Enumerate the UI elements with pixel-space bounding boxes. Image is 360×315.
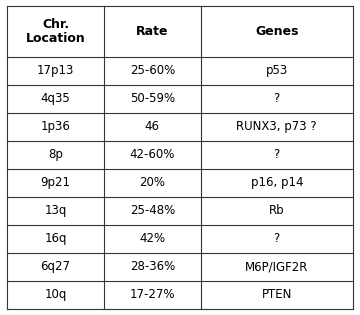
Text: 25-60%: 25-60% xyxy=(130,64,175,77)
Text: 6q27: 6q27 xyxy=(41,260,71,273)
Text: 4q35: 4q35 xyxy=(41,92,71,105)
Text: 10q: 10q xyxy=(44,288,67,301)
Text: Chr.
Location: Chr. Location xyxy=(26,18,85,45)
Text: 13q: 13q xyxy=(44,204,67,217)
Text: ?: ? xyxy=(274,232,280,245)
Text: ?: ? xyxy=(274,92,280,105)
Text: p16, p14: p16, p14 xyxy=(251,176,303,189)
Text: p53: p53 xyxy=(266,64,288,77)
Text: 46: 46 xyxy=(145,120,160,133)
Text: Rb: Rb xyxy=(269,204,285,217)
Text: 17-27%: 17-27% xyxy=(130,288,175,301)
Text: M6P/IGF2R: M6P/IGF2R xyxy=(245,260,309,273)
Text: Genes: Genes xyxy=(255,25,298,38)
Text: 42-60%: 42-60% xyxy=(130,148,175,161)
Text: 17p13: 17p13 xyxy=(37,64,74,77)
Text: 50-59%: 50-59% xyxy=(130,92,175,105)
Text: 25-48%: 25-48% xyxy=(130,204,175,217)
Text: Rate: Rate xyxy=(136,25,168,38)
Text: 1p36: 1p36 xyxy=(41,120,71,133)
Text: 28-36%: 28-36% xyxy=(130,260,175,273)
Text: RUNX3, p73 ?: RUNX3, p73 ? xyxy=(237,120,317,133)
Text: 20%: 20% xyxy=(139,176,165,189)
Text: ?: ? xyxy=(274,148,280,161)
Text: 16q: 16q xyxy=(44,232,67,245)
Text: PTEN: PTEN xyxy=(262,288,292,301)
Text: 42%: 42% xyxy=(139,232,165,245)
Text: 9p21: 9p21 xyxy=(41,176,71,189)
Text: 8p: 8p xyxy=(48,148,63,161)
